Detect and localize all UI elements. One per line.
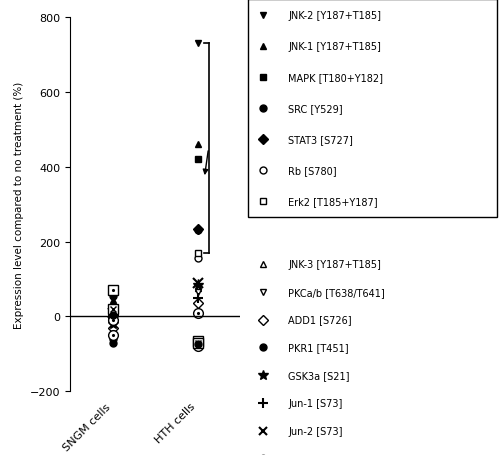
Text: PKCa/b [T638/T641]: PKCa/b [T638/T641] bbox=[288, 287, 385, 297]
Text: JNK-2 [Y187+T185]: JNK-2 [Y187+T185] bbox=[288, 11, 382, 21]
Text: Jun-1 [S73]: Jun-1 [S73] bbox=[288, 398, 343, 408]
FancyBboxPatch shape bbox=[248, 0, 498, 217]
Y-axis label: Expression level compared to no treatment (%): Expression level compared to no treatmen… bbox=[14, 81, 24, 328]
Text: Smad1/5/9 [S463+S465]: Smad1/5/9 [S463+S465] bbox=[288, 454, 409, 455]
Text: SRC [Y529]: SRC [Y529] bbox=[288, 104, 343, 114]
Text: STAT3 [S727]: STAT3 [S727] bbox=[288, 135, 353, 145]
Text: Jun-2 [S73]: Jun-2 [S73] bbox=[288, 426, 343, 436]
Text: Rb [S780]: Rb [S780] bbox=[288, 166, 337, 176]
Text: PKR1 [T451]: PKR1 [T451] bbox=[288, 343, 349, 353]
Text: ADD1 [S726]: ADD1 [S726] bbox=[288, 315, 352, 325]
Text: JNK-1 [Y187+T185]: JNK-1 [Y187+T185] bbox=[288, 42, 381, 52]
Text: Erk2 [T185+Y187]: Erk2 [T185+Y187] bbox=[288, 197, 378, 207]
Text: JNK-3 [Y187+T185]: JNK-3 [Y187+T185] bbox=[288, 259, 381, 269]
Text: MAPK [T180+Y182]: MAPK [T180+Y182] bbox=[288, 73, 384, 83]
Text: GSK3a [S21]: GSK3a [S21] bbox=[288, 370, 350, 380]
